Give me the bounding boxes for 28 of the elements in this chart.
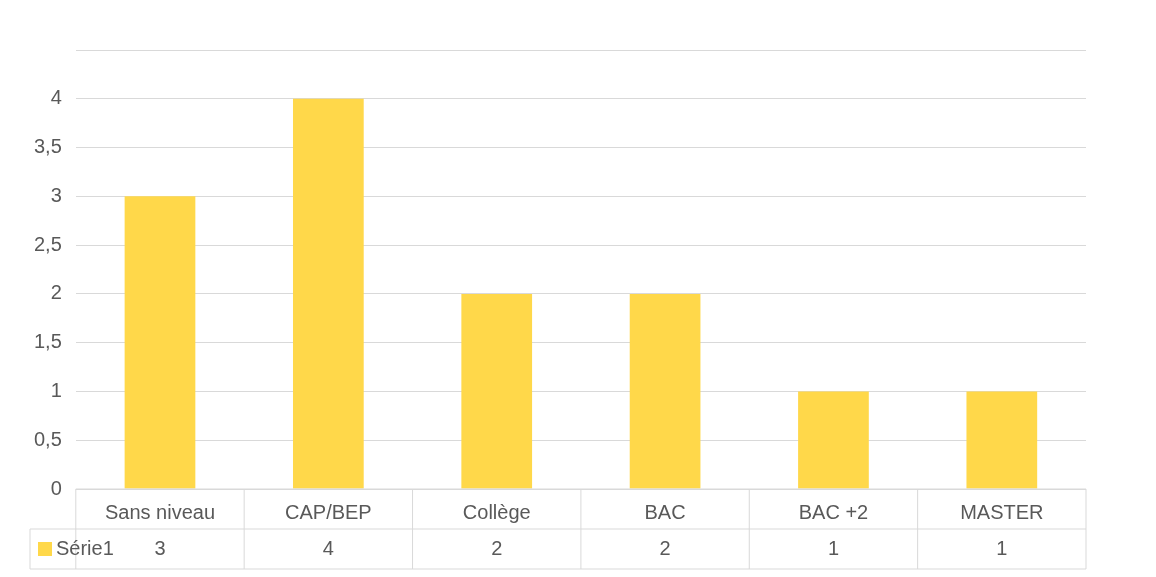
bar <box>293 98 364 489</box>
bar <box>124 196 196 489</box>
data-label: 1 <box>827 536 840 559</box>
data-label: 2 <box>659 536 671 559</box>
x-tick-label: Sans niveau <box>104 500 216 523</box>
bar <box>629 293 701 489</box>
x-tick-label: MASTER <box>960 500 1044 523</box>
legend-label: Série1 <box>56 536 114 559</box>
x-tick-label: BAC <box>644 500 686 523</box>
x-tick-label: CAP/BEP <box>285 500 372 523</box>
x-tick-label: Collège <box>462 500 531 523</box>
y-tick-label: 4 <box>50 86 62 109</box>
y-tick-label: 3 <box>50 183 62 206</box>
data-label: 1 <box>996 536 1008 559</box>
data-label: 3 <box>154 536 166 559</box>
y-tick-label: 2 <box>50 281 62 304</box>
y-tick-label: 0,5 <box>33 427 62 450</box>
y-tick-label: 0 <box>50 476 62 499</box>
y-tick-label: 3,5 <box>33 135 62 158</box>
y-tick-label: 2,5 <box>33 232 62 255</box>
bar <box>966 391 1038 489</box>
y-tick-label: 1 <box>50 378 62 401</box>
data-label: 4 <box>322 536 334 559</box>
data-label: 2 <box>491 536 503 559</box>
y-tick-label: 1,5 <box>33 330 62 353</box>
x-tick-label: BAC +2 <box>798 500 869 523</box>
bar <box>461 293 533 489</box>
bar <box>798 391 869 489</box>
